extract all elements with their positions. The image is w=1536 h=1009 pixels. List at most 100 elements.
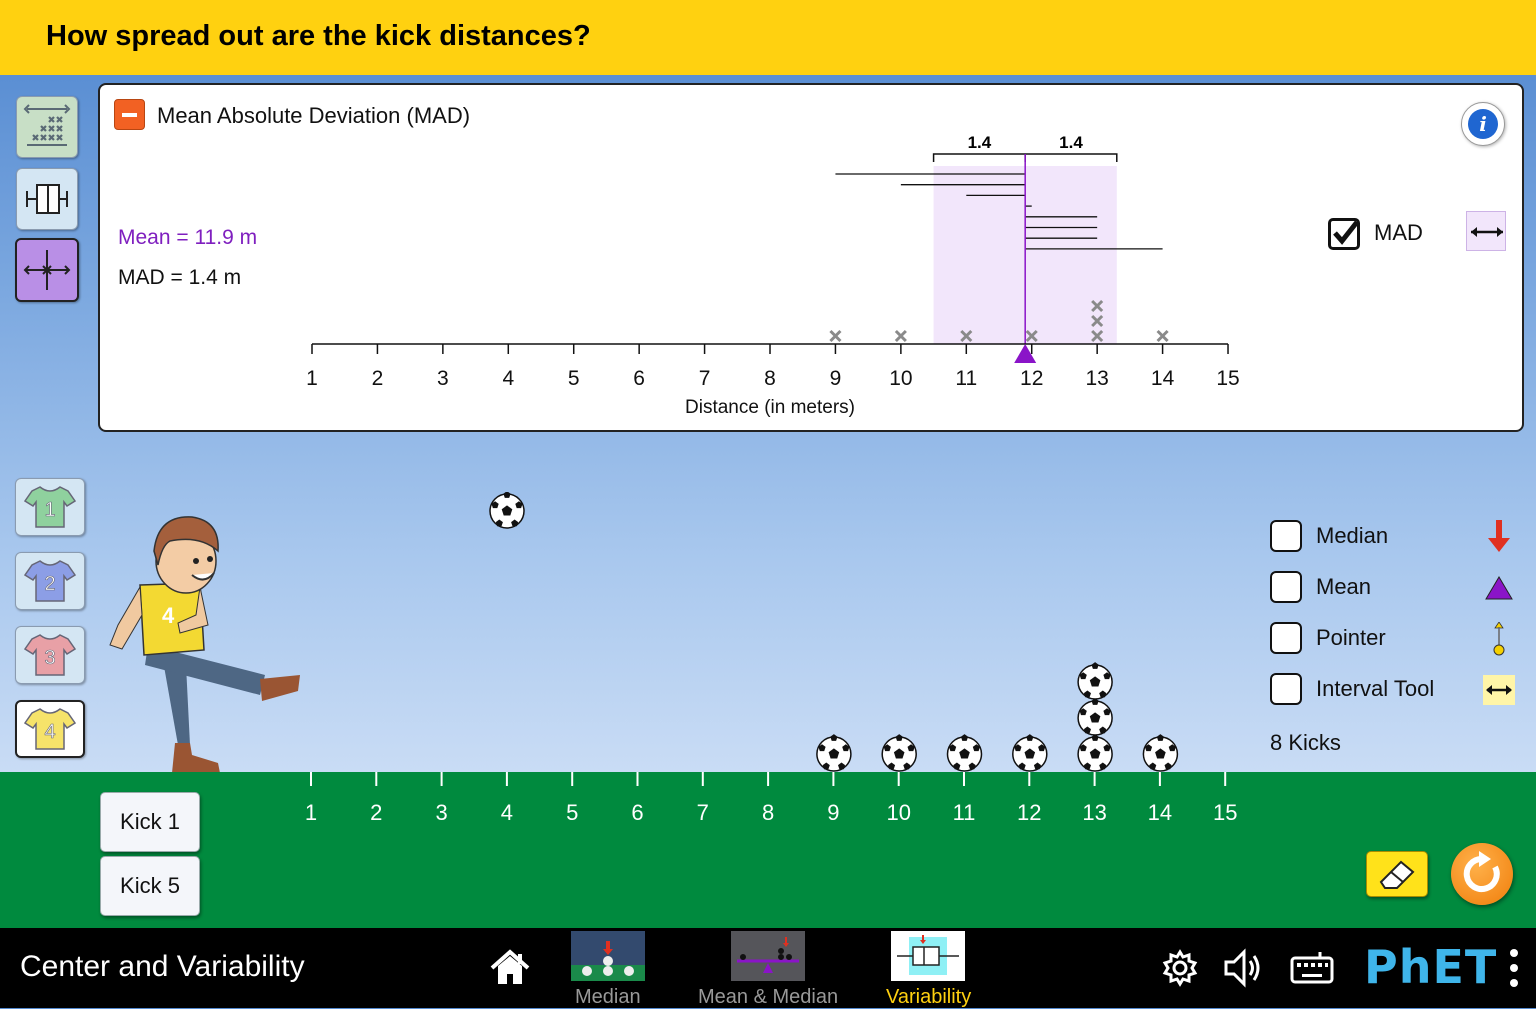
landed-soccer-ball[interactable] <box>1077 662 1113 700</box>
eraser-button[interactable] <box>1366 851 1428 897</box>
jersey-icon: 3 <box>23 634 77 676</box>
tab-variability[interactable]: Variability <box>884 931 974 1008</box>
checkmark-icon <box>1333 220 1359 245</box>
collapse-button[interactable] <box>114 99 145 130</box>
mad-bracket-right-label: 1.4 <box>1059 133 1083 152</box>
data-point-x <box>1091 299 1104 313</box>
keyboard-icon[interactable] <box>1290 946 1334 990</box>
jersey-icon: 4 <box>23 708 77 750</box>
mean-indicator-triangle <box>1014 344 1037 363</box>
pointer-icon <box>1493 622 1505 656</box>
interval-tool-checkbox[interactable] <box>1270 673 1302 705</box>
kicks-count: 8 Kicks <box>1270 730 1341 755</box>
landed-soccer-ball[interactable] <box>1077 698 1113 736</box>
pointer-label: Pointer <box>1316 625 1386 650</box>
axis-tick-label: 2 <box>372 367 384 390</box>
axis-tick-label: 14 <box>1151 367 1175 390</box>
field-tick-label: 1 <box>305 800 317 825</box>
landed-soccer-ball[interactable] <box>1077 734 1113 772</box>
dot-plot-icon <box>23 104 71 146</box>
axis-tick-label: 6 <box>633 367 645 390</box>
info-button[interactable]: i <box>1461 102 1505 146</box>
landed-soccer-ball[interactable] <box>1012 734 1048 772</box>
reset-icon <box>1463 851 1500 892</box>
field-tick-label: 7 <box>697 800 709 825</box>
mean-triangle-icon <box>1485 576 1513 600</box>
interval-tool-icon <box>1483 675 1515 705</box>
mad-checkbox-label: MAD <box>1374 220 1423 245</box>
field-tick-label: 11 <box>953 800 976 825</box>
mean-checkbox[interactable] <box>1270 571 1302 603</box>
field-number-line: 1 2 3 4 5 6 7 8 9 10 11 12 13 14 15 <box>305 772 1237 825</box>
interval-tool-label: Interval Tool <box>1316 676 1435 701</box>
jersey-icon: 2 <box>23 560 77 602</box>
axis-tick-label: 10 <box>889 367 912 390</box>
kicker-number: 4 <box>44 721 55 743</box>
tab-mean-median[interactable]: Mean & Median <box>696 931 840 1008</box>
landed-soccer-ball[interactable] <box>881 734 917 772</box>
settings-gear-icon[interactable] <box>1158 946 1202 990</box>
field-tick-label: 14 <box>1148 800 1172 825</box>
kicker-number: 2 <box>44 573 55 595</box>
mad-interval-icon <box>23 250 71 290</box>
dot-plot-button[interactable] <box>16 96 78 158</box>
field-tick-label: 5 <box>566 800 578 825</box>
tab-median[interactable]: Median <box>570 931 646 1008</box>
soccer-ball-in-flight[interactable] <box>488 492 526 530</box>
median-arrow-icon <box>1488 520 1510 552</box>
mad-legend-swatch <box>1466 211 1506 251</box>
jersey-icon: 1 <box>23 486 77 528</box>
landed-soccer-ball[interactable] <box>1142 734 1179 772</box>
mean-readout: Mean = 11.9 m <box>118 226 258 249</box>
svg-text:4: 4 <box>162 603 175 628</box>
kick-5-button[interactable]: Kick 5 <box>100 856 200 916</box>
soccer-ball <box>489 492 525 529</box>
field-tick-label: 3 <box>435 800 447 825</box>
pointer-checkbox[interactable] <box>1270 622 1302 654</box>
field-tick-label: 4 <box>501 800 513 825</box>
mad-plot-panel: Mean Absolute Deviation (MAD) i Mean = 1… <box>98 83 1524 432</box>
landed-soccer-ball[interactable] <box>816 734 852 772</box>
phet-logo[interactable]: PhET <box>1364 940 1498 994</box>
home-icon[interactable] <box>488 946 532 990</box>
kick-1-button[interactable]: Kick 1 <box>100 792 200 852</box>
box-plot-button[interactable] <box>16 168 78 230</box>
kicker-3-button[interactable]: 3 <box>15 626 85 684</box>
field-tick-label: 12 <box>1017 800 1041 825</box>
axis-tick-label: 1 <box>306 367 318 390</box>
data-point-x <box>829 329 842 343</box>
audio-speaker-icon[interactable] <box>1220 946 1264 990</box>
menu-kebab-icon[interactable] <box>1508 946 1520 990</box>
mad-bracket-left-label: 1.4 <box>968 133 992 152</box>
mad-readout: MAD = 1.4 m <box>118 266 242 289</box>
info-icon: i <box>1468 109 1498 139</box>
reset-all-button[interactable] <box>1451 843 1513 905</box>
median-screen-thumbnail <box>571 931 645 981</box>
kicker-number: 1 <box>44 499 55 521</box>
kicker-1-button[interactable]: 1 <box>15 478 85 536</box>
data-point-x <box>1091 314 1104 328</box>
navigation-bar: Center and Variability Median Mean & Med… <box>0 928 1536 1008</box>
field-tick-label: 6 <box>631 800 643 825</box>
axis-tick-label: 12 <box>1020 367 1043 390</box>
mad-plot-button[interactable] <box>15 238 79 302</box>
tab-mean-median-label: Mean & Median <box>698 986 839 1008</box>
axis-label: Distance (in meters) <box>685 397 855 418</box>
median-label: Median <box>1316 523 1389 548</box>
field-tick-label: 8 <box>762 800 774 825</box>
landed-soccer-ball[interactable] <box>946 734 983 772</box>
data-point-x <box>1025 329 1038 343</box>
mad-checkbox[interactable] <box>1328 218 1360 250</box>
axis-tick-label: 9 <box>830 367 842 390</box>
box-plot-icon <box>26 184 68 214</box>
eraser-icon <box>1379 860 1415 889</box>
field-tick-label: 2 <box>370 800 382 825</box>
field-tick-label: 9 <box>827 800 839 825</box>
axis-tick-label: 11 <box>955 367 977 390</box>
kicker-4-button[interactable]: 4 <box>15 700 85 758</box>
median-checkbox[interactable] <box>1270 520 1302 552</box>
kicker-2-button[interactable]: 2 <box>15 552 85 610</box>
field-tick-label: 10 <box>886 800 910 825</box>
question-text: How spread out are the kick distances? <box>46 20 591 52</box>
